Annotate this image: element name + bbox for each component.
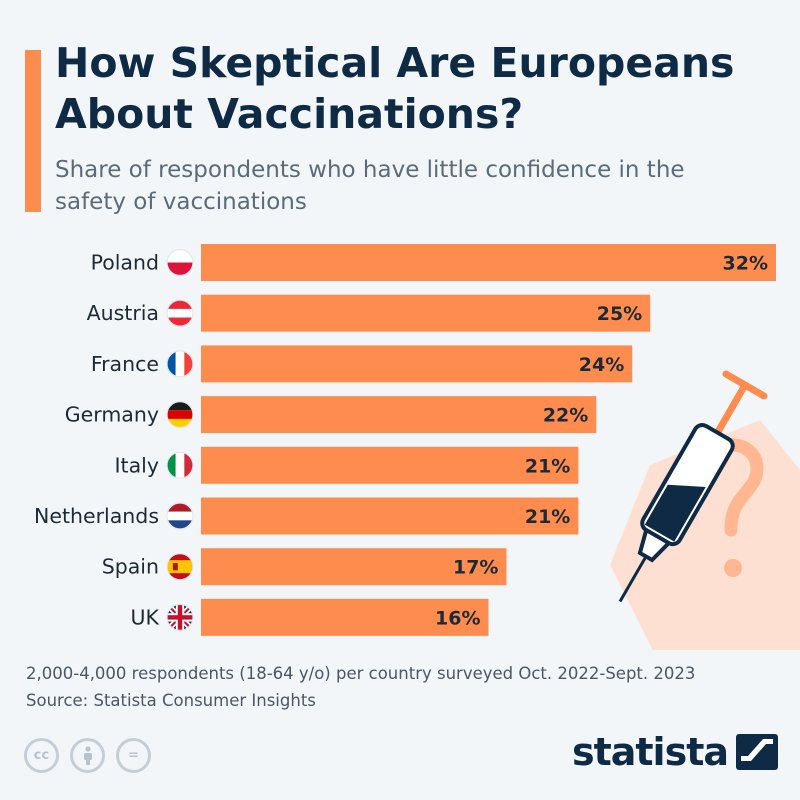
germany-flag-icon	[166, 401, 194, 429]
bar-row: 16% UK	[131, 598, 489, 636]
category-label: Austria	[87, 301, 159, 325]
bar[interactable]	[201, 446, 579, 484]
syringe-question-icon	[610, 370, 800, 650]
chart-title: How Skeptical Are Europeans About Vaccin…	[55, 39, 735, 138]
syringe-needle	[618, 555, 648, 603]
netherlands-flag-icon	[166, 502, 194, 530]
bar-row: 22% Germany	[65, 396, 597, 434]
syringe-plunger-rod	[711, 383, 749, 439]
bar-value-label: 21%	[525, 506, 570, 528]
france-flag-icon	[166, 350, 194, 378]
category-label: Germany	[65, 403, 159, 427]
question-mark-dot	[724, 559, 742, 577]
bar-row: 21% Italy	[115, 446, 579, 484]
uk-flag-icon	[166, 603, 194, 631]
category-label: UK	[131, 605, 160, 629]
category-label: Spain	[102, 555, 159, 579]
by-icon[interactable]	[70, 738, 105, 773]
source-note: Source: Statista Consumer Insights	[26, 691, 316, 710]
syringe-fluid	[644, 484, 706, 542]
statista-logo-icon	[736, 734, 778, 770]
bar[interactable]	[201, 548, 507, 586]
bar-row: 21% Netherlands	[34, 497, 579, 535]
category-label: Poland	[91, 251, 159, 275]
survey-note: 2,000-4,000 respondents (18-64 y/o) per …	[26, 664, 696, 683]
spain-flag-icon	[166, 553, 194, 581]
bar-value-label: 21%	[525, 455, 570, 477]
bar-value-label: 22%	[543, 405, 588, 427]
italy-flag-icon	[166, 451, 194, 479]
brand-name: statista	[571, 730, 729, 774]
bar-value-label: 16%	[435, 607, 480, 629]
bar-chart: 32% Poland 25% Austria 24% France 22% Germany 21…	[34, 244, 800, 650]
bar-row: 32% Poland	[91, 244, 776, 281]
bar[interactable]	[201, 244, 776, 281]
poland-flag-icon	[166, 248, 194, 277]
license-icons: cc =	[24, 738, 151, 773]
category-label: France	[91, 352, 159, 376]
bar-value-label: 24%	[579, 354, 624, 376]
bar[interactable]	[201, 497, 579, 535]
category-label: Italy	[115, 453, 159, 477]
chart-subtitle: Share of respondents who have little con…	[55, 157, 685, 215]
nd-icon[interactable]: =	[116, 738, 151, 773]
austria-flag-icon	[166, 299, 194, 327]
title-accent-stripe	[25, 50, 41, 212]
cc-icon[interactable]: cc	[24, 738, 59, 773]
bar-value-label: 17%	[453, 557, 498, 579]
bar[interactable]	[201, 345, 633, 383]
bar-value-label: 32%	[723, 253, 768, 275]
bar-row: 17% Spain	[102, 548, 507, 586]
category-label: Netherlands	[34, 504, 159, 528]
bar[interactable]	[201, 396, 597, 434]
bar[interactable]	[201, 294, 651, 332]
bar-row: 25% Austria	[87, 294, 651, 332]
statista-brand[interactable]: statista	[572, 730, 778, 774]
syringe-tip	[637, 527, 673, 563]
bar[interactable]	[201, 598, 489, 636]
bar-row: 24% France	[91, 345, 633, 383]
bar-value-label: 25%	[597, 303, 642, 325]
footnote: 2,000-4,000 respondents (18-64 y/o) per …	[26, 660, 695, 714]
